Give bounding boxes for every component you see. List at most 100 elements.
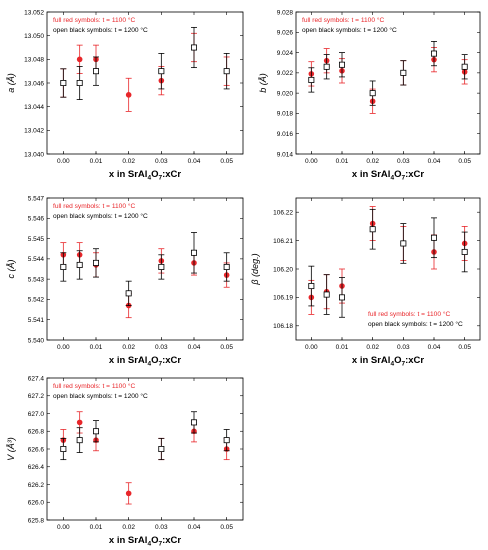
x-tick-label: 0.04 bbox=[188, 344, 201, 351]
y-tick-label: 5.540 bbox=[28, 337, 45, 344]
data-point-1200C bbox=[223, 68, 230, 75]
series-1100C bbox=[308, 47, 468, 114]
data-point-1100C bbox=[125, 92, 132, 98]
legend-1100C: full red symbols: t = 1100 °C bbox=[53, 16, 135, 24]
y-tick-label: 626.2 bbox=[28, 482, 45, 489]
data-point-1200C bbox=[93, 68, 100, 75]
series-1200C bbox=[60, 232, 230, 306]
x-tick-label: 0.02 bbox=[122, 158, 135, 165]
legend-1200C: open black symbols: t = 1200 °C bbox=[368, 320, 463, 328]
y-tick-label: 9.024 bbox=[277, 50, 294, 57]
data-point-1200C bbox=[338, 61, 345, 68]
y-tick-label: 5.544 bbox=[28, 256, 45, 263]
x-tick-label: 0.01 bbox=[336, 344, 349, 351]
x-tick-label: 0.03 bbox=[397, 344, 410, 351]
data-point-1200C bbox=[400, 69, 407, 76]
y-tick-label: 627.4 bbox=[28, 375, 45, 382]
chart-panel-beta: 0.00 0.01 0.02 0.03 0.04 0.05 106.18 106.19 106.… bbox=[250, 197, 481, 368]
plot-frame bbox=[295, 197, 481, 341]
series-1200C bbox=[60, 26, 230, 100]
y-axis-label: b (Å) bbox=[258, 73, 268, 93]
y-tick-label: 5.543 bbox=[28, 276, 45, 283]
x-axis-label: x in SrAl4O7:xCr bbox=[109, 169, 181, 182]
data-point-1200C bbox=[190, 419, 197, 426]
y-tick-label: 627.0 bbox=[28, 411, 45, 418]
y-tick-label: 13.040 bbox=[24, 151, 44, 158]
x-axis-label: x in SrAl4O7:xCr bbox=[352, 169, 424, 182]
y-axis-label: a (Å) bbox=[6, 73, 16, 93]
data-point-1200C bbox=[158, 263, 165, 270]
plot-frame bbox=[46, 197, 244, 341]
series-1200C bbox=[308, 41, 468, 106]
y-tick-label: 626.8 bbox=[28, 429, 45, 436]
data-point-1200C bbox=[223, 437, 230, 444]
data-point-1200C bbox=[93, 259, 100, 266]
data-point-1100C bbox=[76, 419, 83, 426]
chart-panel-a: 0.00 0.01 0.02 0.03 0.04 0.05 13.040 13.042 13.0… bbox=[6, 9, 244, 182]
y-tick-label: 9.020 bbox=[277, 90, 294, 97]
x-tick-label: 0.05 bbox=[458, 158, 471, 165]
series-1200C bbox=[308, 208, 468, 318]
x-tick-label: 0.02 bbox=[122, 344, 135, 351]
y-tick-label: 5.545 bbox=[28, 236, 45, 243]
chart-panel-b: 0.00 0.01 0.02 0.03 0.04 0.05 9.014 9.016 9.018 9… bbox=[258, 9, 481, 182]
legend-1200C: open black symbols: t = 1200 °C bbox=[302, 26, 397, 34]
data-point-1200C bbox=[223, 263, 230, 270]
x-tick-label: 0.03 bbox=[397, 158, 410, 165]
series-1100C bbox=[60, 242, 230, 319]
data-point-1100C bbox=[125, 490, 132, 497]
y-tick-label: 9.028 bbox=[277, 9, 294, 16]
series-1200C bbox=[60, 411, 230, 461]
x-tick-label: 0.01 bbox=[336, 158, 349, 165]
data-point-1200C bbox=[461, 63, 468, 70]
data-point-1200C bbox=[60, 80, 67, 87]
x-tick-label: 0.02 bbox=[366, 344, 379, 351]
y-tick-label: 9.016 bbox=[277, 131, 294, 138]
data-point-1200C bbox=[308, 76, 315, 83]
y-tick-label: 13.048 bbox=[24, 57, 44, 64]
x-tick-label: 0.00 bbox=[57, 344, 70, 351]
x-axis-label: x in SrAl4O7:xCr bbox=[109, 355, 181, 368]
data-point-1200C bbox=[93, 428, 100, 435]
y-tick-label: 5.542 bbox=[28, 297, 45, 304]
data-point-1200C bbox=[369, 226, 376, 233]
data-point-1200C bbox=[190, 249, 197, 256]
y-tick-label: 106.21 bbox=[273, 238, 293, 245]
y-tick-label: 13.046 bbox=[24, 80, 44, 87]
data-point-1200C bbox=[76, 437, 83, 444]
data-point-1200C bbox=[158, 445, 165, 452]
data-point-1200C bbox=[76, 80, 83, 87]
y-tick-label: 9.026 bbox=[277, 30, 294, 37]
y-tick-label: 106.22 bbox=[273, 210, 293, 217]
y-tick-label: 106.19 bbox=[273, 295, 293, 302]
y-tick-label: 626.4 bbox=[28, 464, 45, 471]
y-tick-label: 5.546 bbox=[28, 216, 45, 223]
y-tick-label: 13.044 bbox=[24, 104, 44, 111]
x-tick-label: 0.05 bbox=[458, 344, 471, 351]
data-point-1200C bbox=[323, 63, 330, 70]
x-tick-label: 0.01 bbox=[90, 158, 103, 165]
data-point-1200C bbox=[125, 290, 132, 297]
data-point-1200C bbox=[369, 90, 376, 97]
legend-1200C: open black symbols: t = 1200 °C bbox=[53, 392, 148, 400]
y-tick-label: 626.0 bbox=[28, 500, 45, 507]
data-point-1200C bbox=[60, 445, 67, 452]
y-tick-label: 106.20 bbox=[273, 266, 293, 273]
legend-1100C: full red symbols: t = 1100 °C bbox=[302, 16, 384, 24]
legend-1100C: full red symbols: t = 1100 °C bbox=[368, 310, 450, 318]
x-tick-label: 0.03 bbox=[155, 344, 168, 351]
y-tick-label: 5.547 bbox=[28, 195, 45, 202]
data-point-1200C bbox=[308, 283, 315, 290]
data-point-1200C bbox=[461, 248, 468, 255]
y-tick-label: 9.018 bbox=[277, 111, 294, 118]
y-tick-label: 13.052 bbox=[24, 9, 44, 16]
series-1100C bbox=[308, 206, 468, 315]
x-tick-label: 0.04 bbox=[428, 344, 441, 351]
x-tick-label: 0.03 bbox=[155, 524, 168, 531]
x-tick-label: 0.05 bbox=[220, 344, 233, 351]
x-axis-label: x in SrAl4O7:xCr bbox=[109, 535, 181, 548]
x-tick-label: 0.00 bbox=[57, 158, 70, 165]
x-tick-label: 0.04 bbox=[188, 158, 201, 165]
chart-panel-V: 0.00 0.01 0.02 0.03 0.04 0.05 625.8 626.0 626.2 6… bbox=[6, 375, 244, 548]
